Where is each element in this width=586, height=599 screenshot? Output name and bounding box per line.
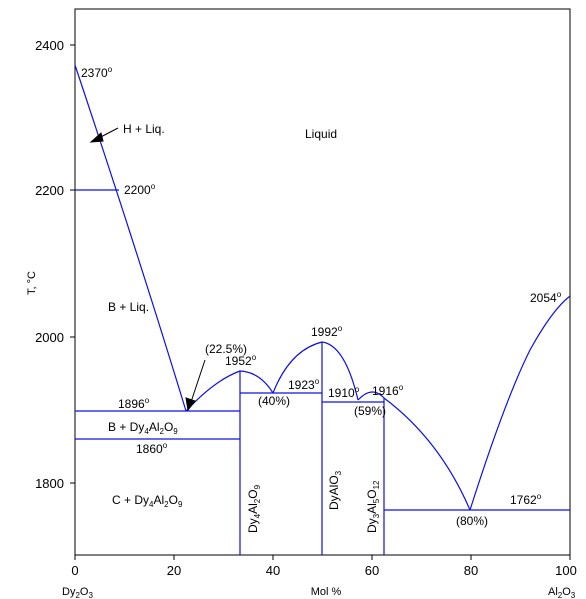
temp-label: 1992o	[311, 324, 343, 339]
composition-label: (80%)	[456, 514, 488, 528]
x-left-compound: Dy2O3	[62, 586, 93, 599]
phase-label-dy3al5o12: Dy3Al5O12	[365, 480, 381, 533]
y-tick-labels: 2400 2200 2000 1800	[35, 38, 64, 491]
region-h-liq: H + Liq.	[123, 122, 165, 136]
temp-label: 2370o	[81, 65, 113, 80]
y-tick-label: 1800	[35, 476, 64, 491]
x-tick-label: 0	[71, 563, 78, 578]
x-tick-labels: 0 20 40 60 80 100	[71, 563, 576, 578]
composition-labels: (22.5%) (40%) (59%) (80%)	[205, 342, 488, 528]
x-tick-label: 80	[464, 563, 478, 578]
arrow-eutectic	[190, 359, 206, 403]
liquidus-left	[74, 64, 187, 412]
composition-label: (59%)	[354, 404, 386, 418]
temp-label: 1923o	[288, 377, 320, 392]
liquidus-right	[469, 295, 571, 511]
region-b-dy4al2o9: B + Dy4Al2O9	[108, 420, 178, 436]
temp-label: 2200o	[124, 182, 156, 197]
phase-label-dyalo3: DyAlO3	[327, 470, 343, 510]
y-tick-label: 2400	[35, 38, 64, 53]
region-liquid: Liquid	[305, 127, 337, 141]
temp-label: 1860o	[136, 441, 168, 456]
x-tick-label: 40	[266, 563, 280, 578]
composition-label: (22.5%)	[205, 342, 247, 356]
arrow-head-icon	[185, 397, 196, 412]
temp-label: 1910o	[328, 385, 360, 400]
temperature-labels: 2370o 2200o 2054o 1992o 1952o 1923o 1910…	[81, 65, 562, 507]
phase-label-dy4al2o9: Dy4Al2O9	[246, 484, 262, 533]
phase-lines	[74, 64, 571, 555]
y-axis-label: T, °C	[26, 271, 38, 295]
arrow-head-icon	[89, 132, 104, 143]
x-tick-label: 100	[555, 563, 577, 578]
y-tick-label: 2000	[35, 330, 64, 345]
region-b-liq: B + Liq.	[108, 300, 149, 314]
x-tick-label: 20	[167, 563, 181, 578]
temp-label: 1896o	[118, 396, 150, 411]
annotation-arrows	[89, 127, 206, 412]
temp-label: 1762o	[510, 492, 542, 507]
x-right-compound: Al2O3	[548, 586, 576, 599]
temp-label: 1916o	[372, 383, 404, 398]
x-axis-label: Mol %	[311, 586, 342, 598]
composition-label: (40%)	[258, 394, 290, 408]
liquidus-dy3al5o12	[357, 391, 471, 511]
x-tick-label: 60	[365, 563, 379, 578]
axes	[70, 8, 571, 560]
temp-label: 1952o	[225, 353, 257, 368]
temp-label: 2054o	[530, 290, 562, 305]
region-c-dy4al2o9: C + Dy4Al2O9	[112, 493, 183, 509]
y-tick-label: 2200	[35, 183, 64, 198]
